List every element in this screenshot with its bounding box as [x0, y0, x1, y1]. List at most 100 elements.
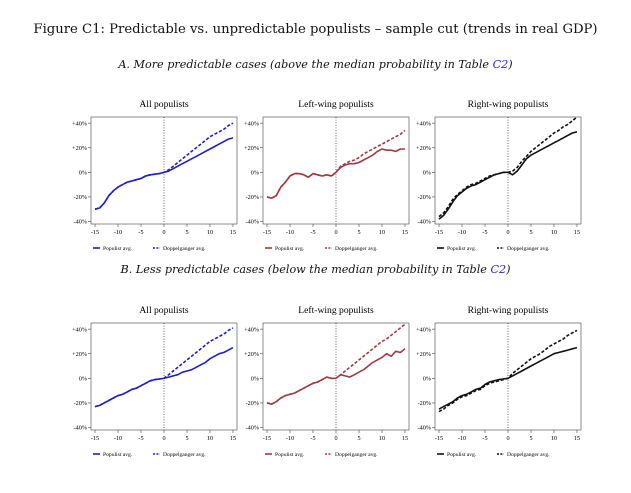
chart-a-right-ytick-label: -20%	[418, 194, 431, 201]
chart-a-all-doppelganger-line	[94, 122, 234, 210]
chart-b-left-xtick-label: 10	[379, 435, 385, 442]
chart-b-left-xtick-label: 0	[334, 435, 337, 442]
chart-b-right-xtick-label: 5	[529, 435, 532, 442]
chart-a-right-xtick-label: -15	[435, 229, 443, 236]
chart-b-all-xtick-label: 10	[207, 435, 213, 442]
panel-b-heading-close: )	[506, 263, 511, 276]
chart-b-all-xtick-label: 5	[185, 435, 188, 442]
chart-a-right-xtick-label: 15	[574, 229, 580, 236]
chart-b-right-xtick-label: 0	[506, 435, 509, 442]
chart-b-right-legend-doppelganger-label: Doppelganger avg.	[507, 452, 550, 458]
chart-a-left-legend-populist-label: Populist avg.	[275, 246, 305, 252]
chart-a-right-legend-doppelganger-label: Doppelganger avg.	[507, 246, 550, 252]
panel-b-heading: B. Less predictable cases (below the med…	[0, 263, 631, 276]
chart-b-right-xtick-label: -10	[458, 435, 466, 442]
chart-b-all-xtick-label: 0	[162, 435, 165, 442]
chart-b-right-ytick-label: -20%	[418, 400, 431, 407]
chart-a-all-xtick-label: 15	[230, 229, 236, 236]
chart-b-all-legend-populist-label: Populist avg.	[103, 452, 133, 458]
chart-b-left-legend-populist-label: Populist avg.	[275, 452, 305, 458]
chart-b-right-ytick-label: 0%	[423, 376, 431, 383]
chart-b-all-xtick-label: 15	[230, 435, 236, 442]
chart-a-left-ytick-label: +40%	[244, 120, 259, 127]
chart-a-right-xtick-label: 10	[551, 229, 557, 236]
chart-a-left-title: Left-wing populists	[298, 99, 374, 110]
chart-b-right-legend-populist-label: Populist avg.	[447, 452, 477, 458]
panel-a-heading-close: )	[508, 58, 513, 71]
chart-b-left-xtick-label: 15	[402, 435, 408, 442]
chart-b-left-xtick-label: -15	[263, 435, 271, 442]
chart-b-right-title: Right-wing populists	[468, 305, 549, 316]
panel-b-heading-text: B. Less predictable cases (below the med…	[120, 263, 491, 276]
chart-b-right-xtick-label: -15	[435, 435, 443, 442]
chart-a-all-ytick-label: 0%	[79, 170, 87, 177]
chart-b-all-xtick-label: -10	[114, 435, 122, 442]
chart-a-right-xtick-label: 0	[506, 229, 509, 236]
chart-a-all-ytick-label: -40%	[74, 219, 87, 226]
chart-a-right-legend-populist-label: Populist avg.	[447, 246, 477, 252]
chart-a-right-xtick-label: -5	[482, 229, 487, 236]
chart-a-all-xtick-label: -5	[138, 229, 143, 236]
chart-b-left-xtick-label: -10	[286, 435, 294, 442]
chart-a-right-ytick-label: 0%	[423, 170, 431, 177]
figure-title: Figure C1: Predictable vs. unpredictable…	[33, 22, 598, 37]
chart-a-left-xtick-label: -15	[263, 229, 271, 236]
chart-a-right-xtick-label: -10	[458, 229, 466, 236]
chart-a-left-xtick-label: 15	[402, 229, 408, 236]
panel-a-heading-text: A. More predictable cases (above the med…	[118, 58, 493, 71]
chart-a-all-ytick-label: +20%	[72, 145, 87, 152]
chart-b-all-xtick-label: -15	[91, 435, 99, 442]
chart-b-left-xtick-label: 5	[357, 435, 360, 442]
chart-b-left-ytick-label: +20%	[244, 351, 259, 358]
chart-b-all-populist-line	[94, 346, 234, 408]
chart-a-right-doppelganger-line	[438, 116, 578, 218]
chart-a-left-ytick-label: -20%	[246, 194, 259, 201]
chart-b-left-doppelganger-line	[266, 323, 406, 406]
chart-b-left-ytick-label: -40%	[246, 425, 259, 432]
chart-a-all-legend-populist-label: Populist avg.	[103, 246, 133, 252]
chart-a-right-xtick-label: 5	[529, 229, 532, 236]
table-c2-link-a[interactable]: C2	[492, 58, 509, 71]
chart-b-left-ytick-label: +40%	[244, 326, 259, 333]
chart-a-all-xtick-label: -10	[114, 229, 122, 236]
chart-b-all-xtick-label: -5	[138, 435, 143, 442]
table-c2-link-b[interactable]: C2	[490, 263, 507, 276]
chart-b-all-ytick-label: 0%	[79, 376, 87, 383]
chart-a-all-title: All populists	[139, 99, 189, 110]
chart-a-all-xtick-label: 10	[207, 229, 213, 236]
chart-b-right-ytick-label: +20%	[416, 351, 431, 358]
chart-a-all-xtick-label: 0	[162, 229, 165, 236]
chart-a-right-ytick-label: +20%	[416, 145, 431, 152]
chart-a-left-xtick-label: -5	[310, 229, 315, 236]
chart-b-right-ytick-label: +40%	[416, 326, 431, 333]
chart-b-left-title: Left-wing populists	[298, 305, 374, 316]
chart-b-right-ytick-label: -40%	[418, 425, 431, 432]
chart-a-left-populist-line	[266, 148, 405, 199]
chart-a-all-ytick-label: +40%	[72, 120, 87, 127]
chart-b-left-ytick-label: -20%	[246, 400, 259, 407]
chart-b-all-ytick-label: -20%	[74, 400, 87, 407]
chart-b-right-doppelganger-line	[438, 329, 578, 413]
chart-a-left-ytick-label: 0%	[251, 170, 259, 177]
chart-b-left-ytick-label: 0%	[251, 376, 259, 383]
chart-b-all-ytick-label: -40%	[74, 425, 87, 432]
chart-b-right-xtick-label: 15	[574, 435, 580, 442]
chart-a-right-title: Right-wing populists	[468, 99, 549, 110]
chart-a-all-xtick-label: -15	[91, 229, 99, 236]
chart-a-left-legend-doppelganger-label: Doppelganger avg.	[335, 246, 378, 252]
chart-b-all-legend-doppelganger-label: Doppelganger avg.	[163, 452, 206, 458]
chart-b-left-xtick-label: -5	[310, 435, 315, 442]
chart-b-right-xtick-label: 10	[551, 435, 557, 442]
chart-a-right-ytick-label: +40%	[416, 120, 431, 127]
chart-b-all-title: All populists	[139, 305, 189, 316]
chart-a-right-ytick-label: -40%	[418, 219, 431, 226]
chart-a-left-ytick-label: +20%	[244, 145, 259, 152]
chart-a-left-xtick-label: -10	[286, 229, 294, 236]
chart-a-all-legend-doppelganger-label: Doppelganger avg.	[163, 246, 206, 252]
chart-b-all-ytick-label: +40%	[72, 326, 87, 333]
chart-b-left-legend-doppelganger-label: Doppelganger avg.	[335, 452, 378, 458]
chart-b-all-doppelganger-line	[94, 327, 234, 408]
chart-b-right-xtick-label: -5	[482, 435, 487, 442]
chart-a-left-xtick-label: 5	[357, 229, 360, 236]
